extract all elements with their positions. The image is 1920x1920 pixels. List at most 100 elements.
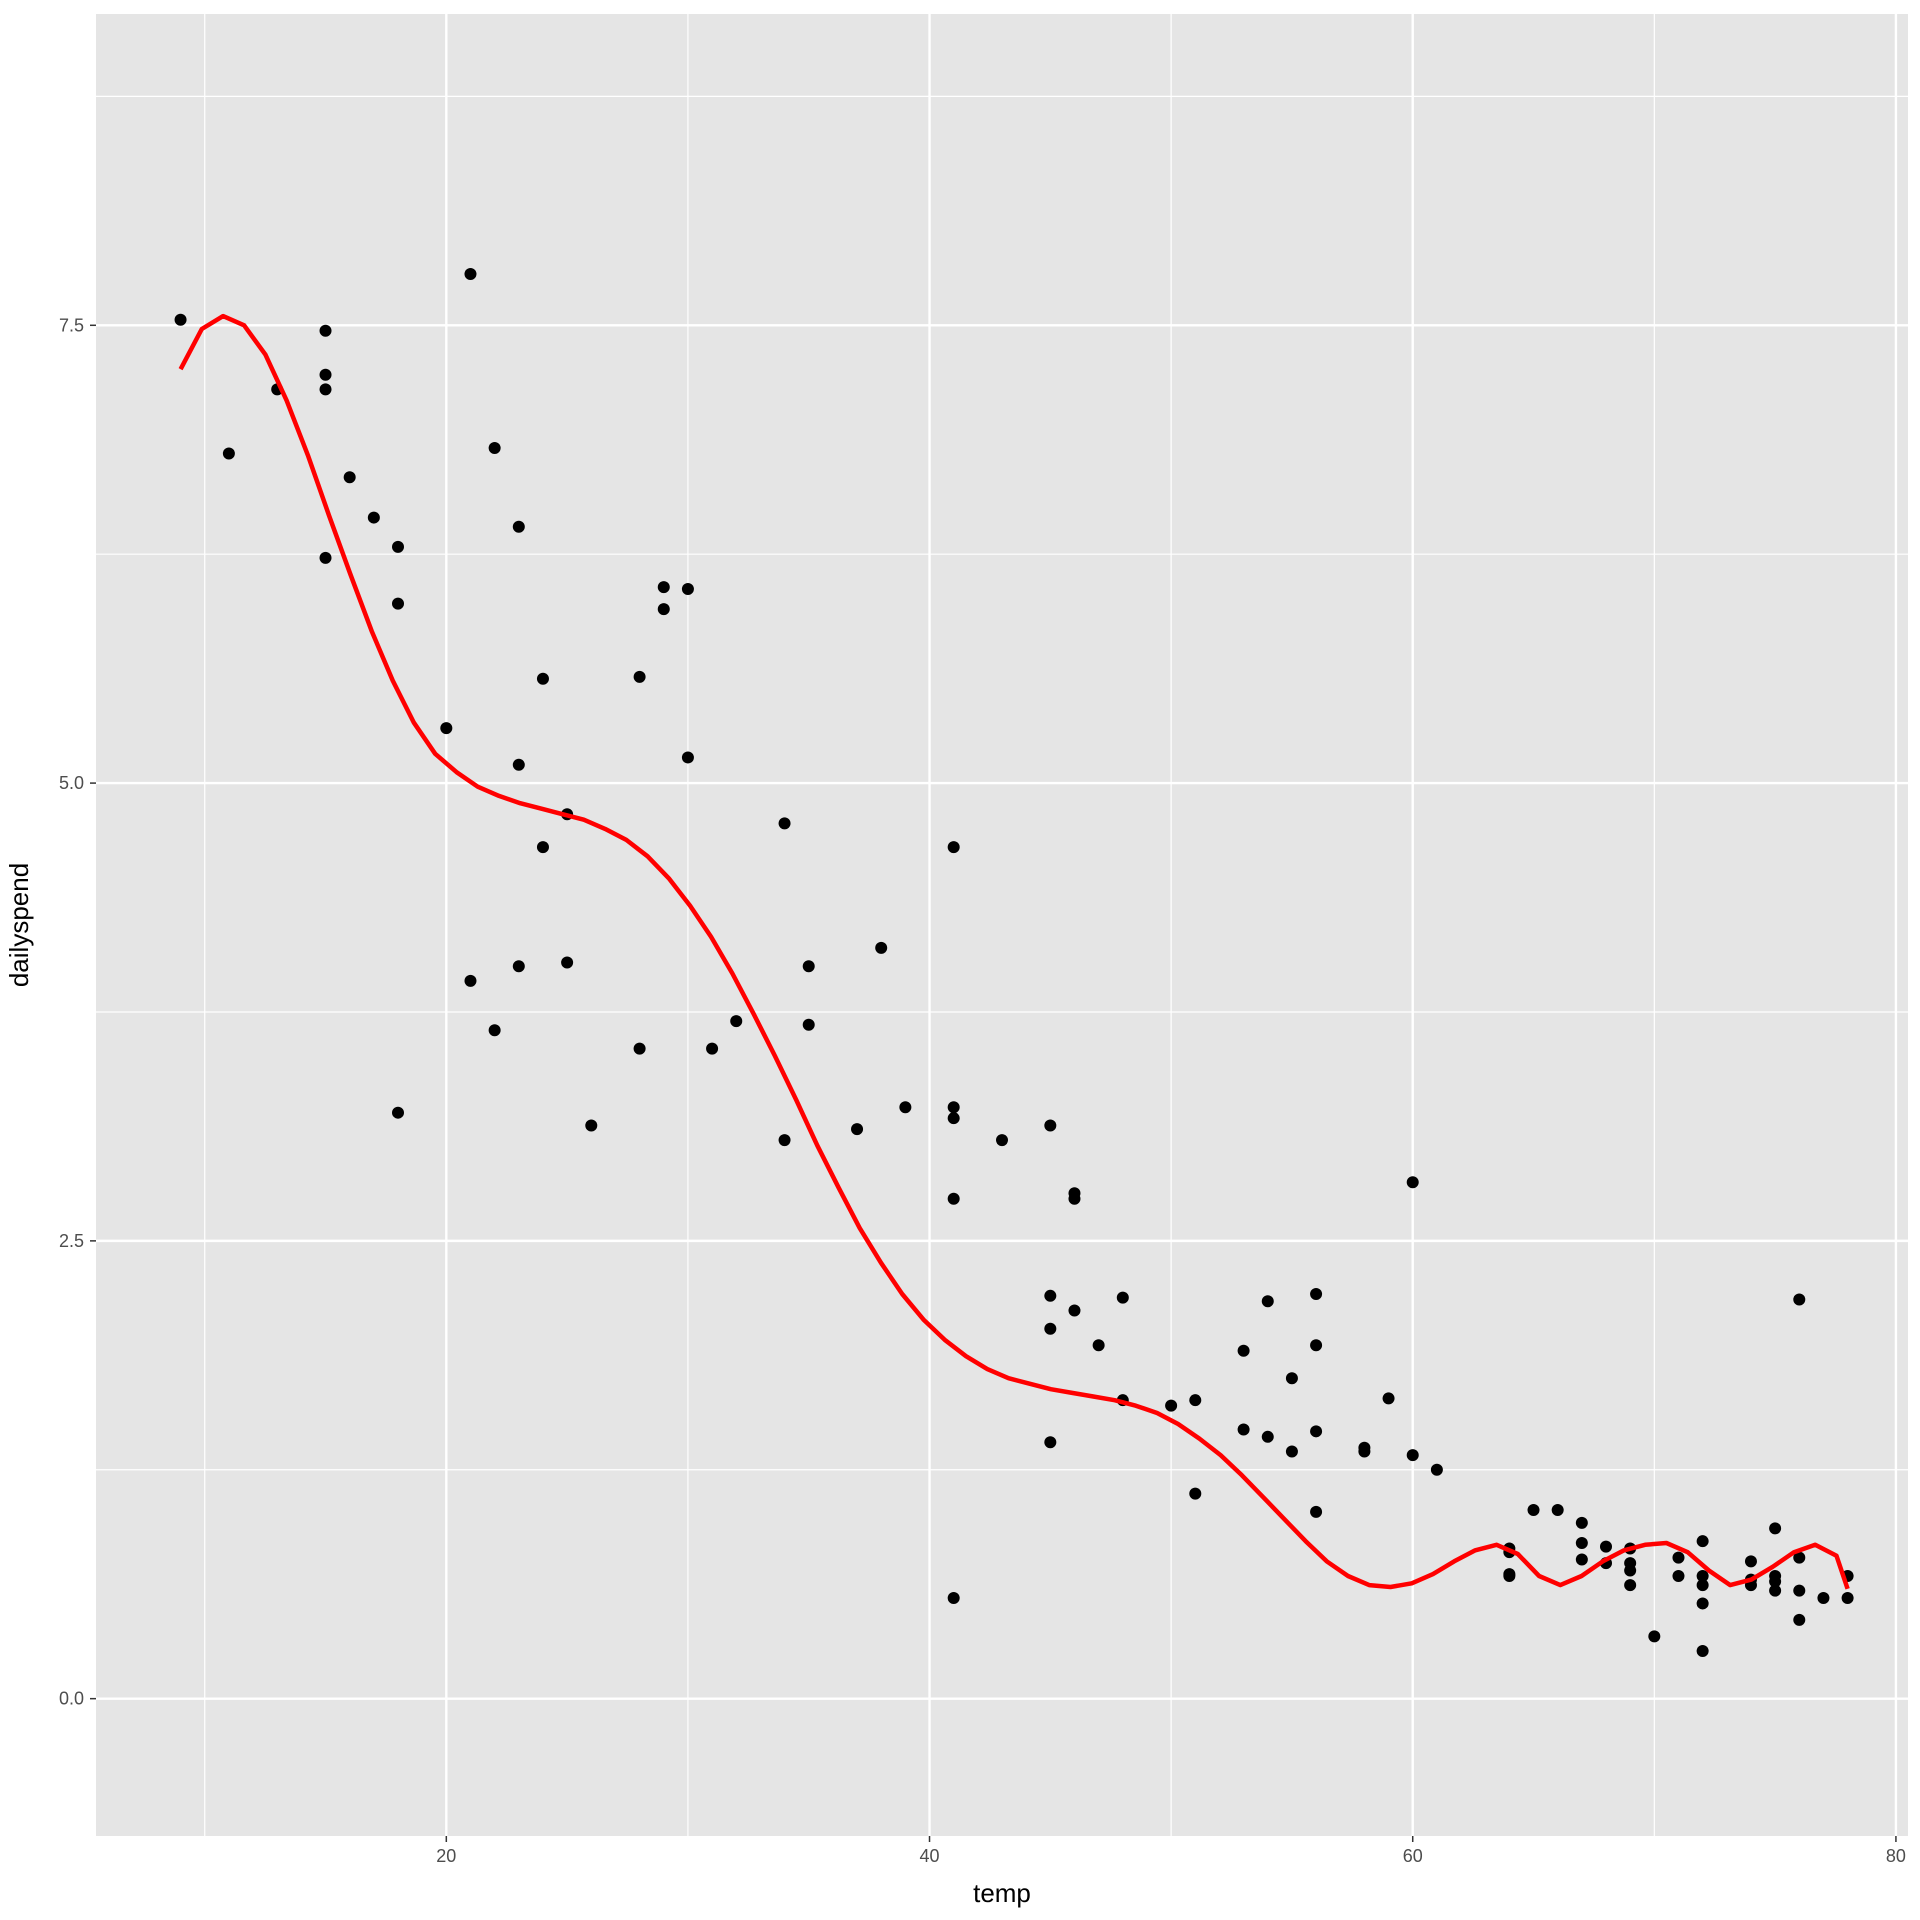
data-point [1769,1584,1782,1597]
data-point [1044,1119,1057,1132]
data-point [1237,1344,1250,1357]
data-points [174,268,1854,1658]
data-point [1575,1553,1588,1566]
data-point [319,324,332,337]
data-point [1237,1423,1250,1436]
data-point [1382,1392,1395,1405]
data-point [1793,1551,1806,1564]
smooth-line [178,313,1850,1590]
data-point [1406,1176,1419,1189]
data-point [1044,1289,1057,1302]
data-point [1116,1291,1129,1304]
data-point [561,956,574,969]
data-point [996,1134,1008,1147]
data-point [1068,1192,1081,1205]
data-point [392,540,404,553]
data-point [1406,1449,1419,1462]
data-point [536,841,549,854]
data-point [1165,1399,1178,1412]
data-point [585,1119,598,1132]
minor-grid [96,14,1908,1836]
y-axis: 0.0 2.5 5.0 7.5 [59,315,96,1709]
data-point [947,841,960,854]
data-point [657,603,670,616]
data-point [222,447,235,460]
data-point [1044,1322,1057,1335]
y-tick-label: 2.5 [59,1231,84,1251]
data-point [1696,1579,1709,1592]
data-point [802,1018,815,1031]
data-point [174,313,187,326]
data-point [1696,1535,1709,1548]
major-grid [96,14,1908,1836]
data-point [681,582,694,595]
data-point [947,1101,960,1114]
data-point [1769,1522,1782,1535]
x-axis-title: temp [973,1878,1031,1908]
data-point [1044,1436,1057,1449]
data-point [367,511,380,524]
data-point [1358,1445,1371,1458]
data-point [1841,1591,1854,1604]
data-point [633,670,646,683]
data-point [657,581,670,594]
data-point [488,1024,501,1037]
data-point [512,960,525,973]
data-point [681,751,694,764]
data-point [464,974,477,987]
x-tick-label: 20 [436,1846,456,1866]
data-point [512,520,525,533]
data-point [1624,1579,1637,1592]
plot-panel [96,14,1908,1836]
data-point [1310,1339,1323,1352]
data-point [778,817,791,830]
data-point [392,597,404,610]
data-point [1793,1613,1806,1626]
data-point [899,1101,912,1114]
data-point [1310,1505,1323,1518]
data-point [1696,1569,1709,1582]
y-tick-label: 0.0 [59,1689,84,1709]
data-point [392,1106,404,1119]
data-point [778,1134,791,1147]
data-point [851,1123,864,1136]
data-point [1261,1295,1274,1308]
data-point [1672,1569,1685,1582]
data-point [319,551,332,564]
data-point [1285,1372,1298,1385]
x-tick-label: 60 [1403,1846,1423,1866]
data-point [1189,1394,1202,1407]
data-point [730,1015,743,1028]
y-tick-label: 5.0 [59,773,84,793]
data-point [1624,1564,1637,1577]
data-point [319,383,332,396]
data-point [1793,1584,1806,1597]
data-point [1430,1463,1443,1476]
y-tick-label: 7.5 [59,315,84,335]
data-point [536,672,549,685]
data-point [1575,1537,1588,1550]
data-point [1551,1504,1564,1517]
data-point [488,441,501,454]
data-point [1817,1591,1830,1604]
data-point [1310,1425,1323,1438]
data-point [1527,1504,1540,1517]
y-axis-title: dailyspend [4,863,34,987]
data-point [1310,1287,1323,1300]
data-point [1600,1540,1612,1553]
data-point [1744,1555,1757,1568]
x-axis: 20 40 60 80 [436,1836,1906,1866]
data-point [947,1591,960,1604]
data-point [706,1042,719,1055]
data-point [1672,1551,1685,1564]
data-point [1575,1516,1588,1529]
data-point [947,1112,960,1125]
data-point [1092,1339,1105,1352]
data-point [512,758,525,771]
data-point [1696,1597,1709,1610]
x-tick-label: 80 [1886,1846,1906,1866]
data-point [1793,1293,1806,1306]
data-point [1189,1487,1202,1500]
